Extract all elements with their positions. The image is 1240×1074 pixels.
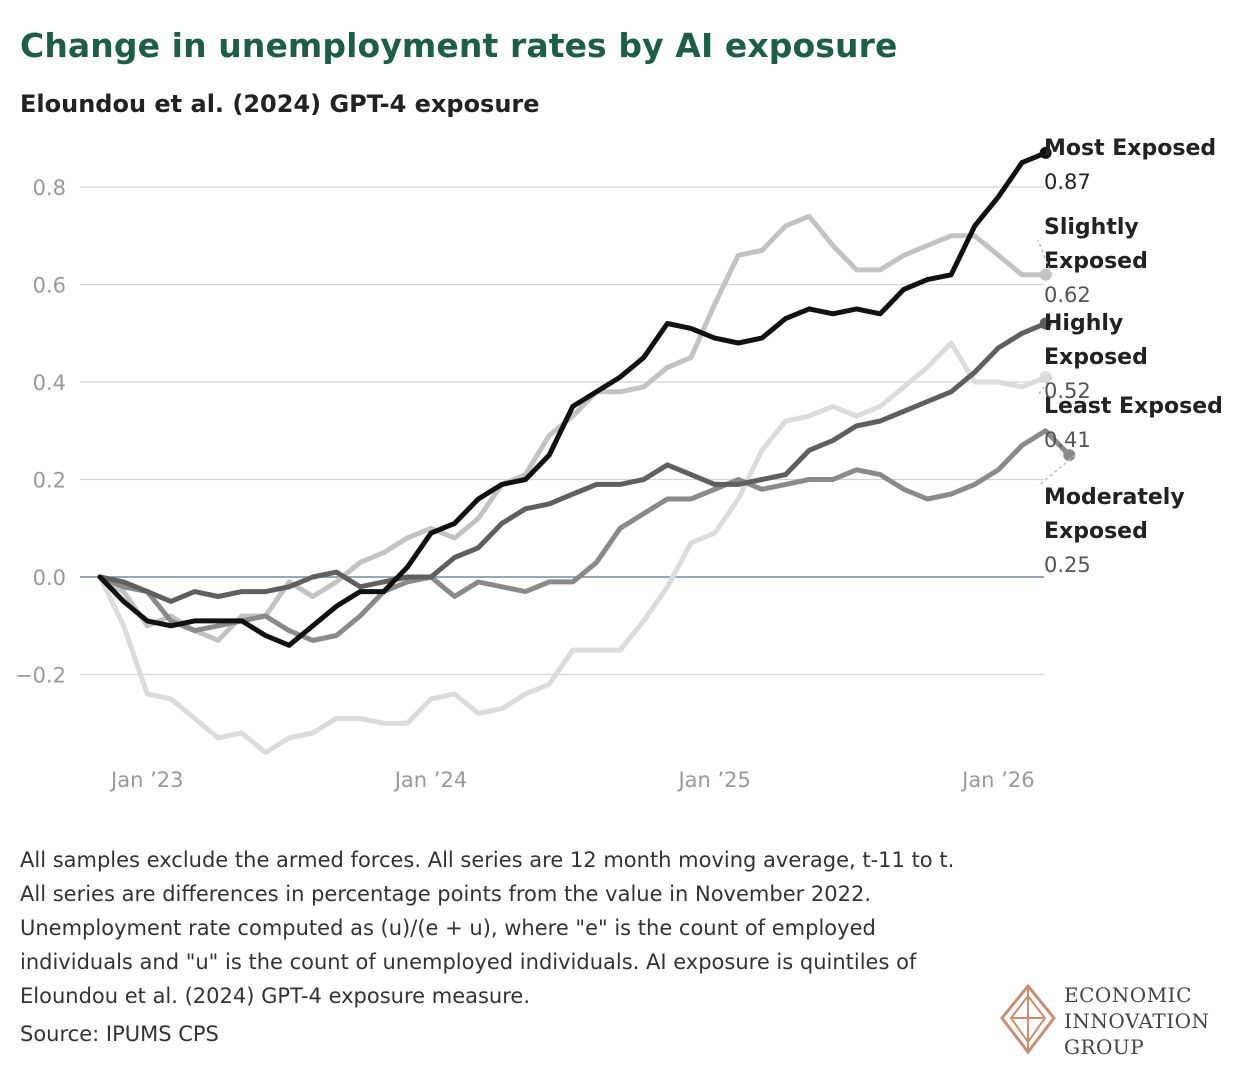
chart-subtitle: Eloundou et al. (2024) GPT-4 exposure — [20, 90, 540, 118]
series-end-value: 0.41 — [1044, 428, 1091, 452]
series-end-labels: Least Exposed 0.41 Slightly Exposed 0.62 Mode… — [1037, 136, 1223, 577]
line-chart: 0.80.60.40.20.0−0.2 Jan ’23 Jan ’24 Jan ’2… — [15, 136, 1223, 792]
label-leader — [1037, 239, 1053, 276]
series-end-value: 0.62 — [1044, 283, 1091, 307]
x-axis-ticks: Jan ’23 Jan ’24 Jan ’25 Jan ’26 — [109, 768, 1035, 792]
series-line-least-exposed — [97, 340, 1049, 755]
series-label: Least Exposed — [1044, 394, 1223, 419]
y-tick-label: 0.2 — [33, 469, 66, 493]
series-end-value: 0.87 — [1044, 170, 1091, 194]
series-end-point — [1063, 449, 1076, 462]
x-tick-label: Jan ’24 — [393, 768, 467, 792]
series-end-point — [1039, 317, 1052, 330]
x-tick-label: Jan ’26 — [960, 768, 1034, 792]
series-label: Moderately — [1044, 485, 1185, 510]
series-end-point — [1039, 371, 1052, 384]
logo-line-1: ECONOMIC — [1064, 983, 1192, 1007]
x-tick-label: Jan ’23 — [109, 768, 183, 792]
y-tick-label: 0.8 — [33, 176, 66, 200]
y-tick-label: 0.6 — [33, 274, 66, 298]
y-axis-ticks: 0.8 0.6 0.4 0.2 0.0 −0.2 — [15, 176, 66, 688]
y-tick-label: 0.0 — [33, 566, 66, 590]
logo-line-3: GROUP — [1064, 1035, 1145, 1059]
series-line-most-exposed — [97, 150, 1049, 648]
series-label: Slightly — [1044, 215, 1139, 240]
series-label: Exposed — [1044, 249, 1148, 274]
label-leader — [1037, 454, 1076, 487]
series-label: Most Exposed — [1044, 136, 1216, 161]
series-label: Exposed — [1044, 345, 1148, 370]
series-end-point — [1039, 146, 1052, 159]
series-end-value: 0.25 — [1044, 553, 1091, 577]
eig-logo: ECONOMIC INNOVATION GROUP — [998, 980, 1228, 1060]
chart-title: Change in unemployment rates by AI expos… — [20, 26, 898, 65]
series-end-value: 0.52 — [1044, 379, 1091, 403]
x-tick-label: Jan ’25 — [676, 768, 750, 792]
series-line-moderately-exposed — [97, 428, 1072, 643]
y-tick-label: 0.4 — [33, 371, 66, 395]
source-note: Source: IPUMS CPS — [20, 1022, 219, 1046]
gridlines — [80, 186, 1044, 676]
diamond-logo-icon — [1000, 983, 1056, 1055]
series-line-highly-exposed — [97, 321, 1049, 604]
series-end-point — [1039, 268, 1052, 281]
series-lines — [97, 146, 1076, 755]
logo-line-2: INNOVATION — [1064, 1009, 1210, 1033]
footnote: All samples exclude the armed forces. Al… — [20, 848, 955, 1008]
y-tick-label: −0.2 — [15, 664, 66, 688]
series-label: Highly — [1044, 311, 1123, 336]
label-leader — [1037, 376, 1053, 396]
series-label: Exposed — [1044, 519, 1148, 544]
